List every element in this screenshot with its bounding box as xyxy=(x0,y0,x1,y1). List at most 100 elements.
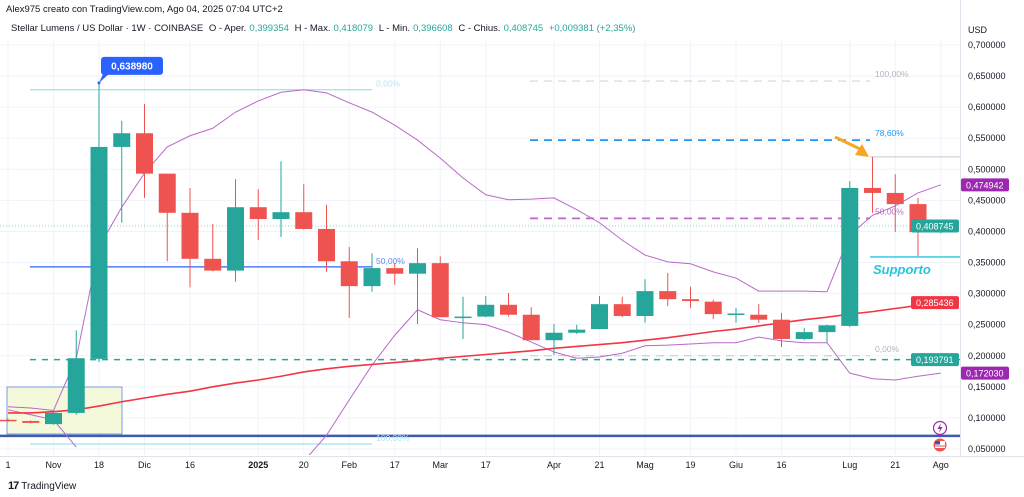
price-label-text: 0,285436 xyxy=(916,298,954,308)
x-tick-label: 16 xyxy=(776,460,786,470)
y-tick-label: 0,500000 xyxy=(968,164,1006,174)
candle-down xyxy=(0,419,17,422)
high-callout xyxy=(101,56,163,75)
moving-average-line xyxy=(8,302,941,414)
candle-up xyxy=(90,146,108,359)
candle-down xyxy=(704,301,722,315)
y-tick-label: 0,400000 xyxy=(968,226,1006,236)
arrow-head-icon xyxy=(855,144,869,157)
symbol-legend: Stellar Lumens / US Dollar · 1W · COINBA… xyxy=(11,23,638,34)
x-tick-label: 1 xyxy=(5,460,10,470)
candle-down xyxy=(22,421,40,423)
fib-right-label: 50,00% xyxy=(875,206,904,216)
x-tick-label: 18 xyxy=(94,460,104,470)
high-value: 0,418079 xyxy=(333,23,374,34)
x-tick-label: 21 xyxy=(594,460,604,470)
candle-up xyxy=(454,316,472,319)
y-tick-label: 0,200000 xyxy=(968,351,1006,361)
price-label-text: 0,172030 xyxy=(966,369,1004,379)
high-label: H - Max. xyxy=(294,23,331,34)
upper-band-line xyxy=(7,89,941,411)
candle-up xyxy=(227,207,244,271)
author-line: Alex975 creato con TradingView.com, Ago … xyxy=(6,4,283,15)
y-tick-label: 0,600000 xyxy=(968,102,1006,112)
y-tick-label: 0,150000 xyxy=(968,382,1006,392)
fib-left-label: 50,00% xyxy=(376,256,405,266)
x-tick-label: 17 xyxy=(390,460,400,470)
lightning-icon[interactable] xyxy=(932,420,948,436)
x-tick-label: 16 xyxy=(185,460,195,470)
tradingview-brand: TradingView xyxy=(21,480,77,492)
x-tick-label: Ago xyxy=(933,460,949,470)
y-tick-label: 0,100000 xyxy=(968,413,1006,423)
price-label-text: 0,474942 xyxy=(966,180,1004,190)
y-tick-label: 0,350000 xyxy=(968,258,1006,268)
lower-band-line xyxy=(308,309,941,455)
x-tick-label: 17 xyxy=(481,460,491,470)
candle-up xyxy=(363,268,381,287)
candle-up xyxy=(113,133,131,147)
candle-down xyxy=(295,212,313,229)
change-value: +0,009381 (+2,35%) xyxy=(548,23,636,34)
candle-up xyxy=(568,329,586,333)
low-value: 0,396608 xyxy=(413,23,453,34)
candle-down xyxy=(682,299,699,302)
price-label-text: 0,193791 xyxy=(916,355,954,365)
tradingview-logo-icon: 17 xyxy=(8,480,19,492)
close-label: C - Chius. xyxy=(458,23,501,34)
candle-up xyxy=(591,304,608,330)
support-label: Supporto xyxy=(873,262,931,277)
arrow-icon xyxy=(834,135,861,151)
us-flag-icon[interactable] xyxy=(933,438,947,452)
price-label-badge xyxy=(911,353,959,367)
fib-right-label: 78,60% xyxy=(875,128,904,138)
candle-up xyxy=(818,325,836,333)
callout-pointer xyxy=(99,73,109,83)
candle-down xyxy=(522,314,540,341)
price-label-badge xyxy=(961,178,1009,192)
time-axis: 1 Nov 18 Dic 16 2025 20 Feb 17 Mar 17 Apr 21 Mag 19 Giu… xyxy=(5,460,948,470)
candle-down xyxy=(318,228,335,262)
candle-up xyxy=(67,358,85,413)
candle-down xyxy=(613,304,631,316)
x-tick-label: 19 xyxy=(685,460,695,470)
candle-up xyxy=(272,212,290,220)
candle-down xyxy=(136,133,153,174)
candle-down xyxy=(204,258,222,271)
candle-down xyxy=(158,173,176,213)
x-tick-label: 2025 xyxy=(248,460,268,470)
y-tick-label: 0,300000 xyxy=(968,289,1006,299)
x-tick-label: Apr xyxy=(547,460,561,470)
x-tick-label: Dic xyxy=(138,460,151,470)
x-tick-label: Mag xyxy=(636,460,654,470)
candle-down xyxy=(886,192,904,205)
symbol-name[interactable]: Stellar Lumens / US Dollar · 1W · COINBA… xyxy=(11,23,204,34)
grid xyxy=(0,0,1024,457)
candle-up xyxy=(45,412,62,425)
y-tick-label: 0,450000 xyxy=(968,195,1006,205)
candles xyxy=(0,82,950,425)
high-callout-text: 0,638980 xyxy=(111,61,153,72)
x-tick-label: Feb xyxy=(341,460,357,470)
candle-down xyxy=(500,304,517,315)
y-tick-label: 0,700000 xyxy=(968,40,1006,50)
candle-down xyxy=(249,207,267,220)
candle-down xyxy=(181,212,199,259)
fib-left-label: 100,00% xyxy=(376,433,410,443)
candle-up xyxy=(409,263,426,274)
x-tick-label: Giu xyxy=(729,460,743,470)
tradingview-logo[interactable]: 17 TradingView xyxy=(8,480,76,492)
close-value: 0,408745 xyxy=(503,23,544,34)
candle-down xyxy=(750,314,768,320)
low-label: L - Min. xyxy=(378,23,411,34)
y-tick-label: 0,250000 xyxy=(968,320,1006,330)
y-tick-label: 0,050000 xyxy=(968,444,1006,454)
candle-up xyxy=(841,187,859,326)
price-axis: 0,700000 0,650000 0,600000 0,550000 0,500000… xyxy=(911,40,1009,454)
candle-down xyxy=(431,263,449,318)
fib-left-label: 0,00% xyxy=(376,79,401,89)
open-value: 0,399354 xyxy=(249,23,289,34)
price-label-badge xyxy=(911,296,959,310)
candle-down xyxy=(864,187,881,193)
